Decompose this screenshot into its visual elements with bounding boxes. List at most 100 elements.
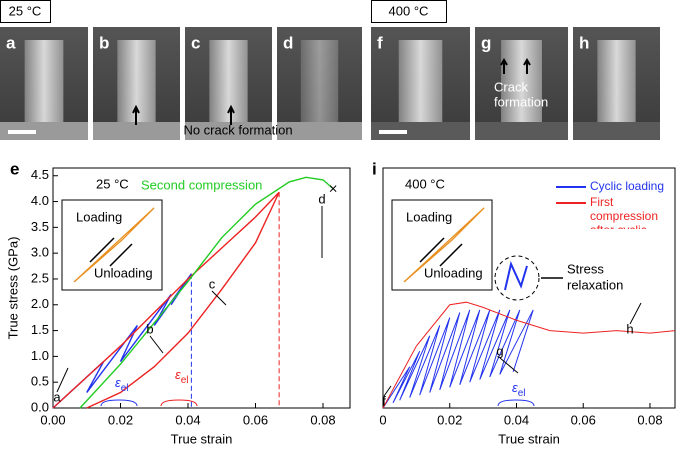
panel-label: i <box>372 159 377 178</box>
plot-frame <box>52 167 351 409</box>
annotation-arrow <box>211 290 227 306</box>
x-tick-label: 0.04 <box>504 412 529 427</box>
panel-label: d <box>283 33 293 52</box>
legend-item: Cyclic loading <box>590 179 665 193</box>
plots: 0.00 0.02 0.04 0.06 0.08 0.0 0.5 1.0 1.5 2.0 2.5 3.… <box>5 159 676 446</box>
inset-loop <box>73 207 155 283</box>
annotation: relaxation <box>567 277 623 292</box>
temperature-label: 25 °C <box>9 3 42 18</box>
temperature-box <box>0 0 51 23</box>
strain-symbol: ε <box>175 367 181 382</box>
y-tick-label: 0.0 <box>31 399 49 414</box>
inset-label: Loading <box>76 209 122 224</box>
x-tick-label: 0.06 <box>243 412 268 427</box>
inset-label: Unloading <box>94 265 153 280</box>
arrow <box>132 104 140 125</box>
annotation: h <box>626 321 633 336</box>
temperature-label: 25 °C <box>96 176 129 191</box>
y-tick-label: 3.5 <box>31 219 49 234</box>
pillar <box>300 40 339 125</box>
annotation-arrow <box>499 357 519 374</box>
end-marker <box>329 185 337 192</box>
arrow <box>523 58 531 74</box>
panel-label: e <box>10 159 19 178</box>
x-tick-label: 0.08 <box>310 412 335 427</box>
note: No crack formation <box>183 122 292 137</box>
legend-label: Cyclic loading <box>590 179 665 193</box>
panel-label: a <box>6 33 16 52</box>
annotation: f <box>382 393 386 408</box>
strain-symbol: ε <box>512 380 518 395</box>
x-axis-label: True strain <box>498 431 560 446</box>
substrate <box>0 122 88 140</box>
panel-label: h <box>579 33 589 52</box>
substrate <box>573 122 660 140</box>
y-tick-label: 2.5 <box>31 270 49 285</box>
substrate <box>185 122 272 140</box>
annotation: d <box>318 191 325 206</box>
strain-subscript: el <box>121 383 129 394</box>
series-line <box>52 273 192 409</box>
strain-label: εel <box>115 375 129 393</box>
inset-arrow <box>89 237 133 267</box>
panel-label: c <box>191 33 200 52</box>
brace <box>497 399 535 407</box>
inset-label: Unloading <box>424 265 483 280</box>
y-tick-label: 4.0 <box>31 193 49 208</box>
annotation: g <box>496 343 503 358</box>
note: Crack <box>494 79 528 94</box>
inset-label: Loading <box>406 209 452 224</box>
annotation-arrow <box>383 385 392 397</box>
y-tick-label: 1.5 <box>31 322 49 337</box>
substrate <box>371 122 470 140</box>
strain-subscript: el <box>518 388 526 399</box>
scale-bar <box>379 130 407 134</box>
y-tick-label: 0.5 <box>31 374 49 389</box>
y-tick-label: 2.0 <box>31 296 49 311</box>
zoom-detail <box>504 260 528 291</box>
substrate <box>475 122 568 140</box>
x-tick-label: 0.02 <box>108 412 133 427</box>
arrow <box>227 104 235 125</box>
series-line <box>52 191 280 409</box>
strain-symbol: ε <box>115 375 121 390</box>
series-line <box>382 309 534 409</box>
strain-label: εel <box>175 367 189 385</box>
y-tick-label: 4.5 <box>31 167 49 182</box>
inset-frame <box>61 199 163 291</box>
annotation: b <box>146 321 153 336</box>
y-tick-label: 3.0 <box>31 245 49 260</box>
annotation-arrow <box>149 335 164 354</box>
scale-bar <box>8 130 36 134</box>
annotation: Stress <box>567 261 604 276</box>
x-tick-label: 0.08 <box>637 412 662 427</box>
pillar <box>24 40 64 125</box>
pillar <box>501 40 542 125</box>
panel-label: b <box>99 33 109 52</box>
temperature-label: 400 °C <box>405 176 445 191</box>
annotation-arrow <box>56 367 69 393</box>
x-tick-label: 0.02 <box>437 412 462 427</box>
pillar <box>398 40 443 125</box>
y-axis-label: True stress (GPa) <box>5 237 20 340</box>
plot-frame <box>382 167 676 409</box>
annotation: a <box>53 389 61 404</box>
annotation: c <box>209 276 216 291</box>
temperature-box <box>371 0 447 23</box>
x-axis-label: True strain <box>171 431 233 446</box>
brace <box>100 399 138 407</box>
arrow <box>500 58 508 74</box>
strain-label: εel <box>512 380 526 398</box>
legend-label: First compression after cyclic loading <box>590 195 659 229</box>
strain-subscript: el <box>181 375 189 386</box>
brace <box>160 399 198 407</box>
x-tick-label: 0.06 <box>571 412 596 427</box>
note: formation <box>494 94 548 109</box>
y-tick-label: 1.0 <box>31 348 49 363</box>
inset-frame <box>391 199 493 291</box>
inset-loop <box>403 207 485 283</box>
series-line <box>79 176 334 409</box>
legend-item: First compression after cyclic loading <box>590 195 659 229</box>
x-tick-label: 0 <box>379 412 386 427</box>
